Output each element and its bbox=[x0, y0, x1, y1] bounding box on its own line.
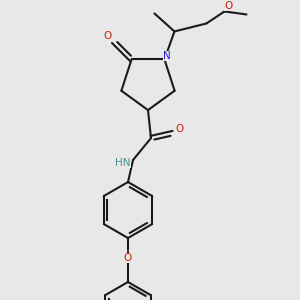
Text: N: N bbox=[163, 51, 170, 62]
Text: O: O bbox=[103, 32, 112, 41]
Text: O: O bbox=[176, 124, 184, 134]
Text: O: O bbox=[224, 2, 232, 11]
Text: O: O bbox=[124, 253, 132, 263]
Text: HN: HN bbox=[115, 158, 131, 168]
